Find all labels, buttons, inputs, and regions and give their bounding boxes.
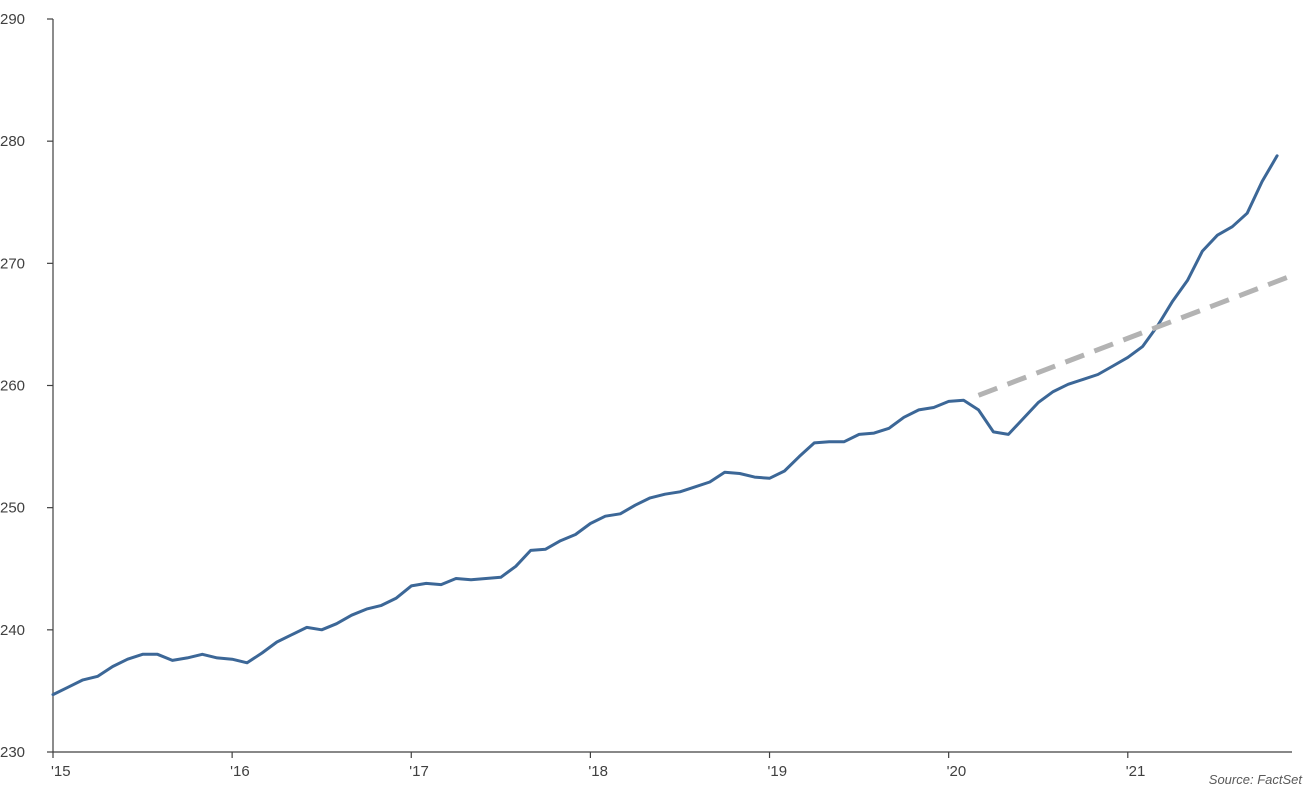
source-note: Source: FactSet (1208, 772, 1302, 787)
y-tick-label: 230 (0, 744, 25, 761)
y-tick-label: 260 (0, 378, 25, 395)
x-tick-label: '20 (947, 763, 967, 780)
y-tick-label: 270 (0, 255, 25, 272)
trend-line (977, 273, 1293, 398)
y-tick-label: 280 (0, 133, 25, 150)
x-tick-label: '17 (409, 763, 429, 780)
y-axis-ticks: 230 240 250 260 270 280 290 (0, 11, 53, 761)
x-axis-ticks: '15 '16 '17 '18 '19 '20 '21 (51, 752, 1145, 780)
y-tick-label: 240 (0, 622, 25, 639)
series-layer (51, 154, 1293, 697)
x-tick-label: '15 (51, 763, 71, 780)
series-line (51, 154, 1279, 697)
y-tick-label: 250 (0, 500, 25, 517)
y-tick-label: 290 (0, 11, 25, 28)
x-tick-label: '21 (1126, 763, 1146, 780)
x-tick-label: '18 (588, 763, 608, 780)
x-tick-label: '19 (768, 763, 788, 780)
x-tick-label: '16 (230, 763, 250, 780)
